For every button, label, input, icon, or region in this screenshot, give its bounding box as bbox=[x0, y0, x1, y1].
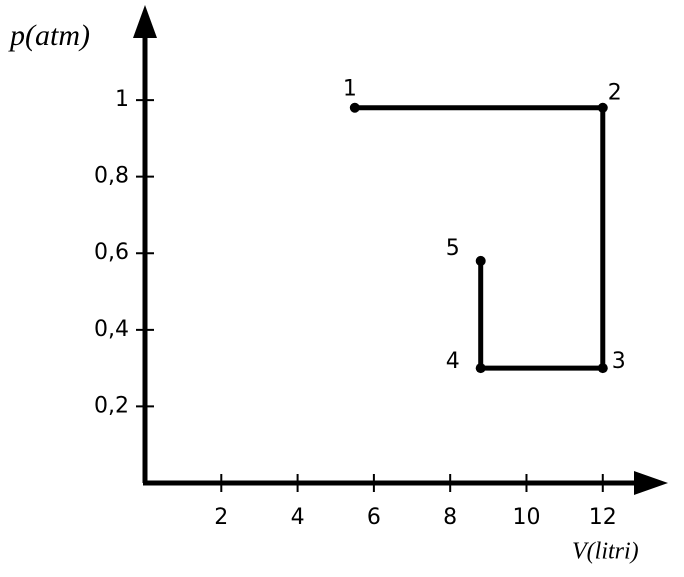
y-tick-label: 0,4 bbox=[94, 317, 129, 342]
point-label: 1 bbox=[343, 77, 357, 102]
data-point bbox=[349, 102, 360, 113]
data-line bbox=[354, 105, 606, 371]
point-label: 3 bbox=[612, 349, 626, 374]
y-tick-label: 0,8 bbox=[94, 164, 129, 189]
y-tick-label: 0,2 bbox=[94, 393, 129, 418]
point-label: 2 bbox=[608, 81, 622, 106]
data-point bbox=[597, 363, 608, 374]
x-tick-label: 8 bbox=[443, 505, 457, 530]
point-label: 4 bbox=[446, 349, 460, 374]
data-point bbox=[475, 363, 486, 374]
y-tick-label: 1 bbox=[115, 87, 129, 112]
x-axis-title: V(litri) bbox=[572, 539, 639, 565]
x-axis-arrow bbox=[634, 471, 668, 495]
x-tick-label: 2 bbox=[214, 505, 228, 530]
y-axis-title: p(atm) bbox=[8, 19, 90, 52]
x-tick-label: 12 bbox=[589, 505, 617, 530]
x-tick-label: 6 bbox=[367, 505, 381, 530]
x-tick-label: 4 bbox=[291, 505, 305, 530]
x-tick-label: 10 bbox=[512, 505, 540, 530]
y-tick-label: 0,6 bbox=[94, 240, 129, 265]
data-point bbox=[475, 255, 486, 266]
data-point bbox=[597, 102, 608, 113]
y-axis-arrow bbox=[133, 5, 157, 38]
point-label: 5 bbox=[446, 236, 460, 261]
